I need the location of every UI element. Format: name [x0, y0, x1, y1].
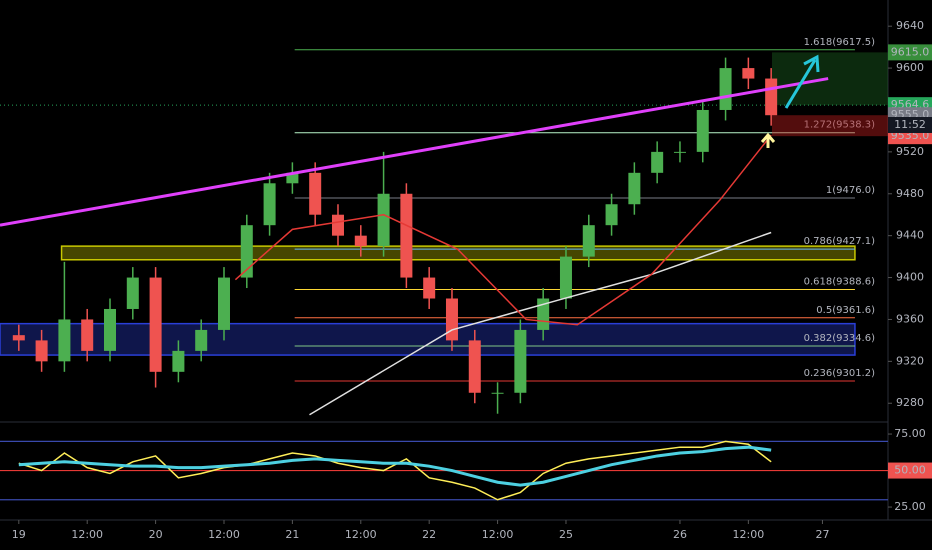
- candle-body: [81, 319, 94, 351]
- fib-label: 1.272(9538.3): [804, 120, 876, 131]
- y-tick-label: 9520: [896, 145, 924, 158]
- fib-label: 0.618(9388.6): [804, 276, 876, 287]
- x-tick-label: 26: [673, 528, 687, 541]
- overlay-line: [234, 134, 772, 326]
- countdown: 11:52: [894, 118, 926, 131]
- y-tick-label: 9280: [896, 396, 924, 409]
- candle-body: [673, 151, 686, 153]
- x-tick-label: 21: [285, 528, 299, 541]
- candle-body: [126, 277, 139, 309]
- candle-body: [468, 340, 481, 393]
- candle-body: [12, 335, 25, 341]
- fib-label: 0.382(9334.6): [804, 333, 876, 344]
- candle-body: [172, 350, 185, 372]
- candle-body: [514, 329, 527, 393]
- rsi-tick-label: 50.00: [894, 464, 926, 477]
- candle-body: [217, 277, 230, 330]
- x-tick-label: 19: [12, 528, 26, 541]
- y-tick-label: 9480: [896, 187, 924, 200]
- candle-body: [286, 172, 299, 184]
- x-tick-label: 12:00: [482, 528, 514, 541]
- candle-body: [195, 329, 208, 351]
- zone: [0, 322, 856, 356]
- y-tick-label: 9400: [896, 271, 924, 284]
- fib-label: 0.236(9301.2): [804, 368, 876, 379]
- target-arrow: [784, 54, 820, 109]
- x-tick-label: 12:00: [733, 528, 765, 541]
- candle-body: [696, 109, 709, 152]
- candle-body: [400, 193, 413, 278]
- candle-body: [582, 225, 595, 257]
- rsi-tick-label: 75.00: [894, 427, 926, 440]
- candle-body: [423, 277, 436, 299]
- fib-label: 1.618(9617.5): [804, 37, 876, 48]
- price-label-box: [888, 44, 932, 61]
- y-tick-label: 9640: [896, 19, 924, 32]
- candle-body: [149, 277, 162, 372]
- stop-box: [772, 115, 888, 137]
- x-tick-label: 12:00: [345, 528, 377, 541]
- fib-label: 0.5(9361.6): [816, 305, 875, 316]
- y-tick-label: 9600: [896, 61, 924, 74]
- x-tick-label: 12:00: [208, 528, 240, 541]
- candle-body: [263, 183, 276, 226]
- countdown-box: [888, 117, 932, 133]
- rsi-tick-box: [888, 462, 932, 479]
- x-tick-label: 27: [815, 528, 829, 541]
- candle-body: [742, 68, 755, 79]
- y-tick-label: 9360: [896, 312, 924, 325]
- candle-body: [35, 340, 48, 362]
- candle-body: [719, 68, 732, 110]
- candle-body: [354, 235, 367, 247]
- rsi-tick-label: 25.00: [894, 500, 926, 513]
- overlay-line: [309, 231, 772, 416]
- candle-body: [605, 204, 618, 226]
- candle-body: [377, 193, 390, 247]
- candle-body: [240, 225, 253, 278]
- overlay-line: [0, 77, 829, 227]
- x-tick-label: 12:00: [71, 528, 103, 541]
- x-tick-label: 25: [559, 528, 573, 541]
- target-box: [772, 52, 888, 106]
- candle-body: [628, 172, 641, 205]
- y-tick-label: 9320: [896, 354, 924, 367]
- candle-body: [58, 319, 71, 362]
- y-tick-label: 9440: [896, 229, 924, 242]
- price-label: 9615.0: [891, 45, 930, 58]
- candle-body: [765, 78, 778, 116]
- fib-label: 0.786(9427.1): [804, 236, 876, 247]
- candle-body: [491, 392, 504, 394]
- candle-body: [331, 214, 344, 236]
- candle-body: [559, 256, 572, 299]
- candle-body: [445, 298, 458, 341]
- fib-label: 1(9476.0): [826, 185, 875, 196]
- candle-body: [651, 151, 664, 173]
- rsi-line: [18, 445, 772, 487]
- up-arrow: [760, 132, 776, 148]
- candle-body: [309, 172, 322, 215]
- x-tick-label: 20: [149, 528, 163, 541]
- x-tick-label: 22: [422, 528, 436, 541]
- zone: [60, 245, 856, 261]
- candle-body: [104, 308, 117, 351]
